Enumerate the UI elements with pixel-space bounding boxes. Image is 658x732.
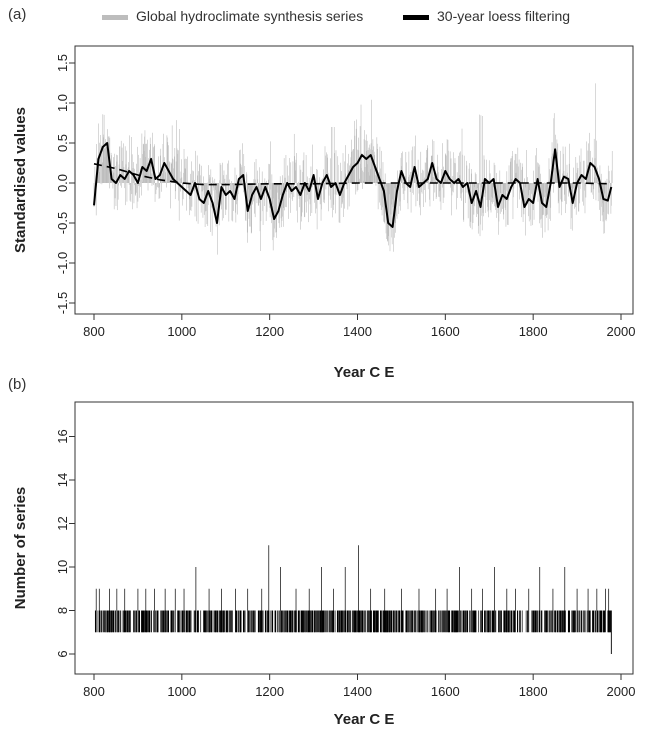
x-tick-label-b: 2000 xyxy=(607,684,636,699)
y-tick-label-a: -1.5 xyxy=(55,292,70,314)
x-tick-label-b: 800 xyxy=(83,684,105,699)
legend-item-synthesis: Global hydroclimate synthesis series xyxy=(102,8,363,24)
legend-item-loess: 30-year loess filtering xyxy=(403,8,570,24)
y-tick-label-b: 10 xyxy=(55,560,70,574)
legend-label-loess: 30-year loess filtering xyxy=(437,8,571,24)
x-tick-label-a: 800 xyxy=(83,324,105,339)
x-axis-a: 800 1000 1200 1400 1600 1800 2000 xyxy=(83,314,635,339)
x-axis-title-b: Year C E xyxy=(334,711,395,728)
x-tick-label-a: 1400 xyxy=(343,324,372,339)
x-tick-label-a: 1200 xyxy=(255,324,284,339)
legend-swatch-loess xyxy=(403,14,429,20)
x-tick-label-a: 1600 xyxy=(431,324,460,339)
x-axis-title-a: Year C E xyxy=(334,364,395,381)
legend-swatch-synthesis xyxy=(102,14,128,20)
y-tick-label-a: 0.5 xyxy=(55,134,70,152)
x-tick-label-a: 1000 xyxy=(167,324,196,339)
x-tick-label-a: 1800 xyxy=(519,324,548,339)
y-axis-a: -1.5 -1.0 -0.5 0.0 0.5 1.0 1.5 xyxy=(55,54,75,314)
plot-box-a xyxy=(74,45,634,315)
y-tick-label-b: 12 xyxy=(55,516,70,530)
y-tick-label-b: 8 xyxy=(55,607,70,614)
x-tick-label-b: 1800 xyxy=(519,684,548,699)
chart-panel-a: -1.5 -1.0 -0.5 0.0 0.5 1.0 1.5 800 1000 1200 1400… xyxy=(12,45,635,381)
x-tick-label-b: 1000 xyxy=(167,684,196,699)
plot-area-a xyxy=(93,83,613,255)
panel-b-label: (b) xyxy=(8,376,27,393)
y-tick-label-a: 0.0 xyxy=(55,174,70,192)
y-tick-label-b: 6 xyxy=(55,650,70,657)
series-loess xyxy=(93,142,613,228)
y-tick-label-a: -0.5 xyxy=(55,212,70,234)
series-long-term-trend xyxy=(93,163,612,186)
x-tick-label-b: 1400 xyxy=(343,684,372,699)
y-tick-label-a: -1.0 xyxy=(55,252,70,274)
x-tick-label-b: 1200 xyxy=(255,684,284,699)
legend: Global hydroclimate synthesis series 30-… xyxy=(0,8,658,30)
legend-label-synthesis: Global hydroclimate synthesis series xyxy=(136,8,364,24)
y-axis-b: 6 8 10 12 14 16 xyxy=(55,429,75,658)
y-axis-title-b: Number of series xyxy=(12,487,29,610)
y-tick-label-a: 1.0 xyxy=(55,94,70,112)
y-tick-label-b: 14 xyxy=(55,473,70,487)
panel-a-label: (a) xyxy=(8,6,27,23)
chart-panel-b: 6 8 10 12 14 16 800 1000 1200 1400 1600 1800 2000 N… xyxy=(12,401,635,728)
series-number-of-series xyxy=(94,545,612,654)
plot-area-b xyxy=(94,545,612,654)
x-axis-b: 800 1000 1200 1400 1600 1800 2000 xyxy=(83,674,635,699)
x-tick-label-a: 2000 xyxy=(607,324,636,339)
y-tick-label-b: 16 xyxy=(55,429,70,443)
y-tick-label-a: 1.5 xyxy=(55,54,70,72)
plot-box-b xyxy=(74,401,634,675)
y-axis-title-a: Standardised values xyxy=(12,107,29,253)
x-tick-label-b: 1600 xyxy=(431,684,460,699)
